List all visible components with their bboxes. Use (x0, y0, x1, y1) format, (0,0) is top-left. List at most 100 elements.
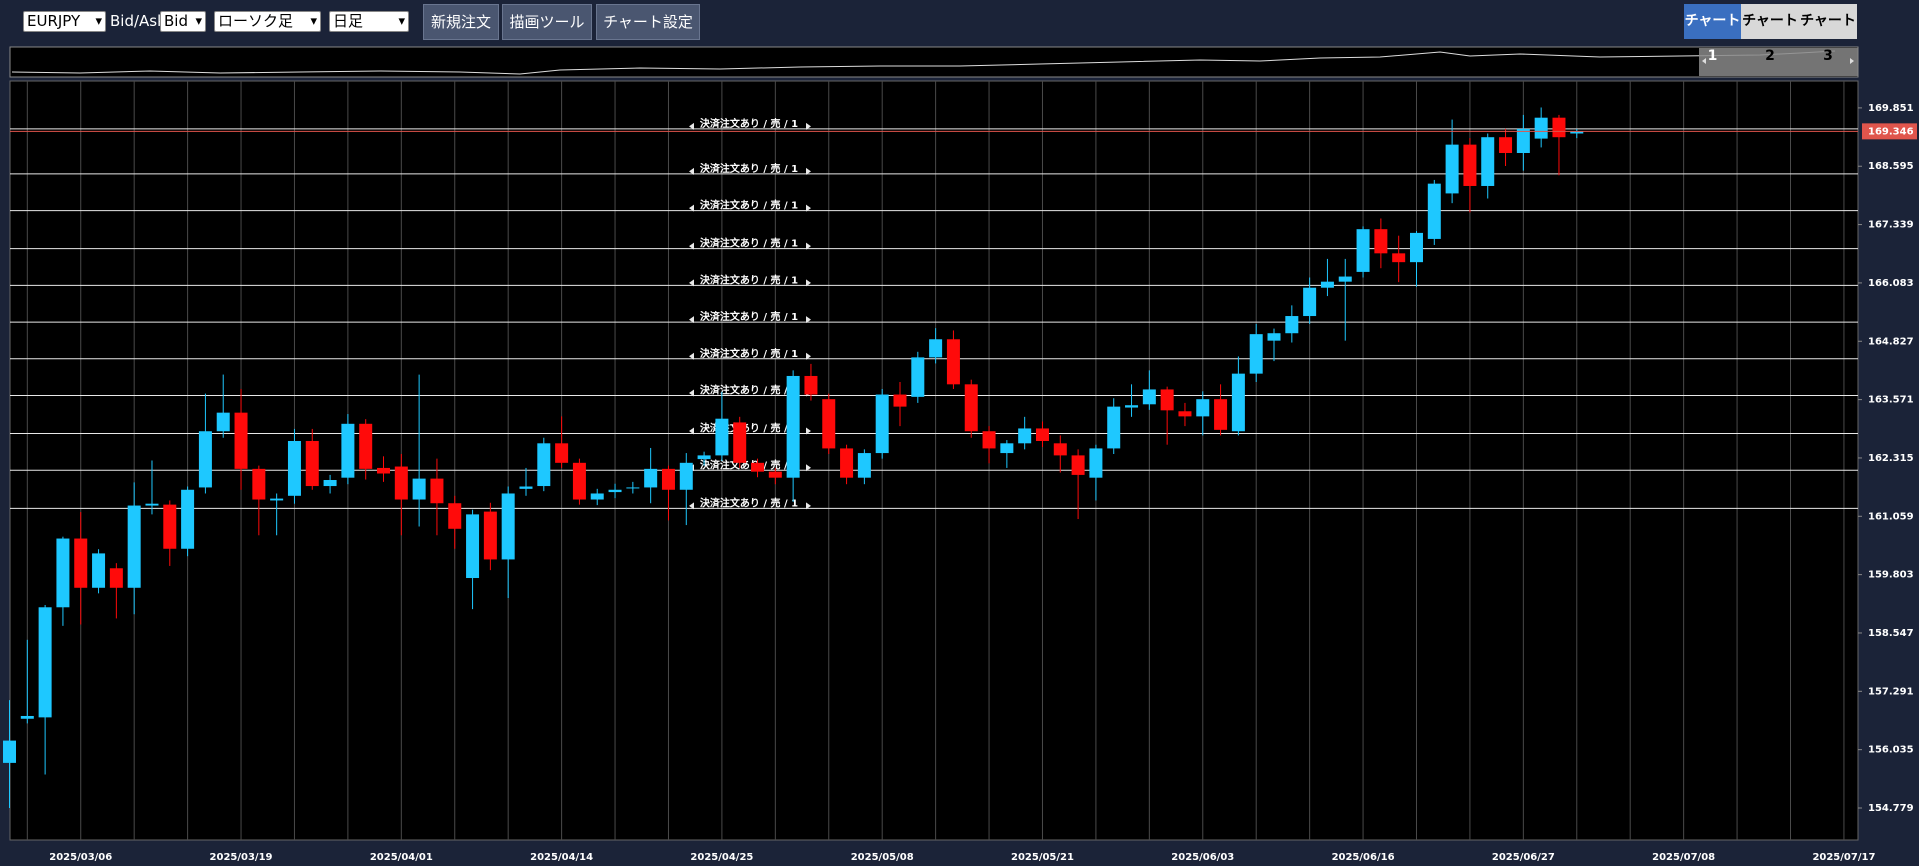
candle-body (1107, 406, 1121, 449)
candle-body (270, 498, 284, 501)
candle-body (1053, 443, 1067, 456)
candle-body (1196, 399, 1210, 417)
candle-body (840, 448, 854, 478)
candle-body (644, 468, 658, 488)
order-label: 決済注文あり / 売 / 1 (700, 237, 798, 250)
candle-body (751, 462, 765, 472)
candle-body (234, 412, 248, 469)
candle-body (198, 431, 212, 488)
candle-body (946, 339, 960, 385)
candle-body (715, 418, 729, 456)
order-label: 決済注文あり / 売 / 1 (700, 422, 798, 435)
candle-body (768, 471, 782, 478)
y-tick-label: 157.291 (1868, 686, 1914, 697)
candle-body (519, 486, 533, 489)
current-price-label: 169.346 (1868, 126, 1914, 137)
y-tick-label: 159.803 (1868, 570, 1914, 581)
candle-body (608, 489, 622, 493)
candle-body (1499, 137, 1513, 153)
candle-body (929, 339, 943, 358)
candle-body (412, 478, 426, 500)
x-tick-label: 2025/05/08 (851, 852, 914, 863)
candle-body (1409, 232, 1423, 263)
candle-body (483, 511, 497, 560)
symbol-text: EURJPY (27, 12, 81, 30)
candle-body (893, 394, 907, 407)
candle-body (1142, 389, 1156, 405)
price-type-select[interactable]: Bid (160, 11, 206, 32)
candle-body (1071, 455, 1085, 475)
order-label: 決済注文あり / 売 / 1 (700, 273, 798, 286)
candle-body (38, 607, 52, 718)
candle-body (1267, 333, 1281, 341)
candle-body (537, 443, 551, 487)
candle-body (1214, 399, 1228, 430)
chart-style-select[interactable]: ローソク足 (214, 11, 321, 32)
candle-body (1427, 183, 1441, 239)
candle-body (216, 412, 230, 432)
candle-body (127, 505, 141, 588)
candle-body (679, 462, 693, 490)
symbol-select[interactable]: EURJPY (23, 11, 106, 32)
candle-body (1018, 428, 1032, 444)
new-order-button[interactable]: 新規注文 (423, 4, 499, 40)
candle-body (394, 466, 408, 500)
candle-body (1285, 316, 1299, 334)
chart-style-text: ローソク足 (218, 12, 294, 30)
candle-body (466, 514, 480, 579)
order-label: 決済注文あり / 売 / 1 (700, 117, 798, 130)
chart-tab[interactable]: チャート1 (1684, 4, 1741, 64)
order-label: 決済注文あり / 売 / 1 (700, 347, 798, 360)
x-tick-label: 2025/07/17 (1812, 852, 1875, 863)
chart-settings-button[interactable]: チャート設定 (596, 4, 700, 40)
candle-body (1392, 253, 1406, 263)
candle-body (1035, 428, 1049, 441)
candle-body (430, 478, 444, 504)
y-tick-label: 164.827 (1868, 336, 1914, 347)
candle-body (20, 715, 34, 719)
candle-body (181, 489, 195, 549)
x-tick-label: 2025/06/03 (1171, 852, 1234, 863)
order-label: 決済注文あり / 売 / 1 (700, 383, 798, 396)
y-tick-label: 166.083 (1868, 278, 1914, 289)
candle-body (92, 553, 106, 588)
candle-body (626, 487, 640, 489)
order-label: 決済注文あり / 売 / 1 (700, 458, 798, 471)
candle-body (590, 493, 604, 500)
x-tick-label: 2025/04/25 (690, 852, 753, 863)
candle-body (1374, 229, 1388, 254)
y-tick-label: 163.571 (1868, 395, 1914, 406)
candle-body (875, 394, 889, 454)
x-tick-label: 2025/06/27 (1492, 852, 1555, 863)
candle-body (1570, 131, 1584, 134)
candle-body (56, 538, 70, 608)
x-tick-label: 2025/03/19 (210, 852, 273, 863)
candle-body (359, 423, 373, 469)
timeframe-text: 日足 (333, 12, 364, 30)
y-tick-label: 168.595 (1868, 161, 1914, 172)
order-label: 決済注文あり / 売 / 1 (700, 199, 798, 212)
candle-body (1481, 137, 1495, 186)
x-tick-label: 2025/03/06 (49, 852, 112, 863)
candle-body (448, 503, 462, 529)
price-type-text: Bid (164, 12, 188, 30)
candle-body (145, 503, 159, 506)
y-tick-label: 156.035 (1868, 745, 1914, 756)
plot-layer: 2025/03/06 2025/03/19 2025/04/01 2025/04/14… (3, 81, 1917, 863)
order-label: 決済注文あり / 売 / 1 (700, 162, 798, 175)
chart-tab[interactable]: チャート3 (1799, 4, 1857, 64)
candle-body (74, 538, 88, 588)
candle-body (1338, 276, 1352, 282)
candle-body (804, 375, 818, 395)
navigator-window[interactable] (1699, 48, 1858, 76)
chart-tab[interactable]: チャート2 (1741, 4, 1799, 64)
candle-body (1178, 411, 1192, 417)
candle-body (163, 504, 177, 549)
candle-body (1000, 443, 1014, 454)
timeframe-select[interactable]: 日足 (329, 11, 409, 32)
drawing-tool-button[interactable]: 描画ツール (502, 4, 592, 40)
candle-body (1516, 128, 1530, 153)
navigator-line (11, 50, 1836, 75)
